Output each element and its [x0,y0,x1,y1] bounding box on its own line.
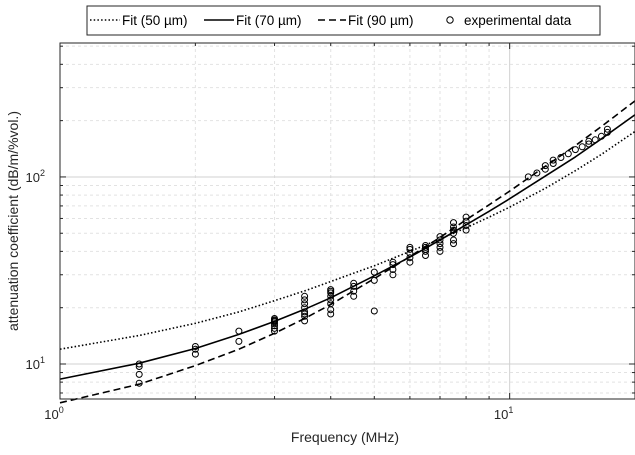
data-point [585,137,593,145]
data-point [271,327,278,335]
data-point [135,379,143,387]
data-point [406,254,414,262]
data-point [422,243,429,251]
data-point [301,304,309,312]
data-point [557,154,565,161]
data-point [327,292,335,300]
legend-label-fit-50: Fit (50 µm) [122,13,188,28]
data-point [406,243,414,251]
data-point [389,271,397,279]
data-point [389,261,397,269]
data-point [135,363,143,370]
data-point [135,370,143,378]
legend-marker-experimental [446,16,454,24]
data-point [389,266,397,273]
data-point [462,217,470,225]
y-tick-label: 102 [26,168,45,185]
x-tick-label: 101 [494,405,513,422]
data-point [422,245,429,253]
data-point [271,315,278,322]
data-point [301,308,309,316]
data-point [564,150,572,158]
fit-curve-solid [59,114,635,380]
data-point [406,258,414,266]
data-point [541,162,549,170]
data-point [591,136,599,144]
data-point [301,312,309,320]
data-point [350,279,358,287]
data-point [350,287,358,295]
legend: Fit (50 µm) Fit (70 µm) Fit (90 µm) expe… [86,5,601,36]
data-point [450,219,457,227]
data-point [450,240,457,248]
data-point [301,292,309,300]
data-point [462,222,470,229]
data-point [135,360,143,368]
data-point [450,226,457,234]
data-point [389,258,397,266]
data-point [327,300,335,308]
fit-curve-dotted [59,130,635,350]
plot-area-frame [59,42,635,400]
fit-curve-dashed [59,100,635,404]
data-point [301,296,309,304]
data-point [327,310,335,318]
data-point [301,300,309,308]
data-point [436,233,444,241]
data-point [422,242,429,249]
data-point [191,343,199,350]
data-point [462,226,470,234]
fit-curves [59,100,635,404]
data-point [462,213,470,221]
gridlines [59,43,635,399]
legend-label-experimental: experimental data [464,13,572,28]
data-point [533,169,541,177]
data-point [524,173,532,181]
data-point [450,223,457,231]
data-point [350,282,358,290]
data-point [571,146,579,154]
data-point [436,240,444,248]
data-point [585,140,593,148]
x-axis-label: Frequency (MHz) [291,429,399,445]
data-point [370,268,378,276]
data-point [436,247,444,255]
legend-label-fit-90: Fit (90 µm) [348,13,414,28]
data-point [191,350,199,358]
data-point [450,236,457,244]
data-point [370,276,378,284]
legend-label-fit-70: Fit (70 µm) [236,13,302,28]
x-tick-label: 100 [44,405,63,422]
data-point [541,165,549,173]
data-point [549,156,557,164]
data-point [191,345,199,353]
data-point [235,327,243,335]
data-point [578,143,586,151]
data-point [327,286,335,294]
y-tick-label: 101 [26,355,45,372]
y-axis-label: attenuation coefficient (dB/m/%vol.) [5,111,21,331]
data-point [235,337,243,345]
data-point [406,245,414,253]
experimental-points [135,125,611,387]
data-point [603,125,611,133]
data-point [597,132,605,140]
data-point [436,243,444,251]
data-point [370,307,378,315]
data-point [603,128,611,136]
data-point [271,320,278,328]
data-point [436,236,444,244]
data-point [350,292,358,300]
data-point [327,296,335,304]
data-point [301,317,309,325]
data-point [549,160,557,167]
